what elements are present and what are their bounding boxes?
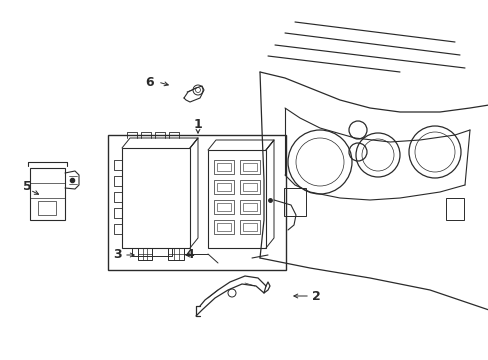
Bar (240, 180, 260, 194)
Bar (214, 200, 234, 214)
Bar (243, 163, 257, 171)
Bar (30, 168, 65, 220)
Bar (138, 248, 152, 260)
Bar (284, 188, 305, 216)
Bar (108, 135, 285, 270)
Text: 4: 4 (185, 248, 194, 261)
Bar (445, 198, 463, 220)
Bar (168, 248, 183, 260)
Bar (243, 203, 257, 211)
Bar (243, 183, 257, 191)
Bar (243, 223, 257, 231)
Bar (122, 148, 190, 248)
Text: 3: 3 (112, 248, 121, 261)
Text: 2: 2 (311, 289, 320, 302)
Bar (217, 203, 230, 211)
Bar (207, 150, 265, 248)
Bar (240, 220, 260, 234)
Bar (214, 180, 234, 194)
Bar (38, 201, 56, 215)
Bar (217, 183, 230, 191)
Bar (217, 223, 230, 231)
Bar (240, 200, 260, 214)
Bar (240, 160, 260, 174)
Text: 6: 6 (145, 76, 154, 89)
Bar (217, 163, 230, 171)
Bar (214, 160, 234, 174)
Text: 5: 5 (22, 180, 31, 193)
Text: 1: 1 (193, 117, 202, 130)
Bar (214, 220, 234, 234)
